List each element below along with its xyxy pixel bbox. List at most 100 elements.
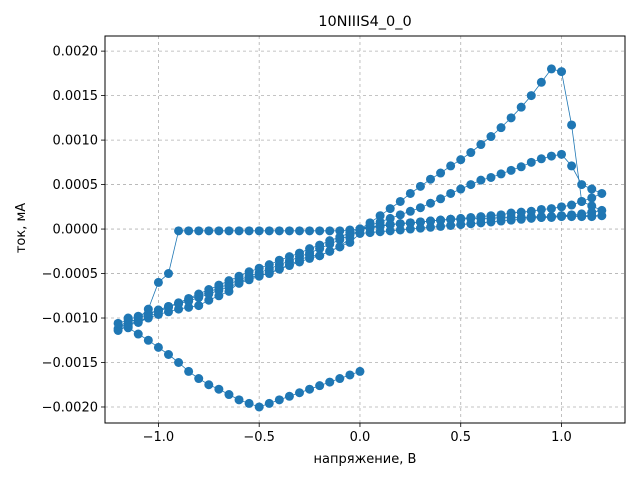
data-point <box>194 226 204 236</box>
data-point <box>143 335 153 345</box>
data-point <box>244 275 254 285</box>
data-point <box>335 374 345 384</box>
data-point <box>557 202 567 212</box>
data-point <box>355 366 365 376</box>
y-tick-label: 0.0015 <box>53 89 99 104</box>
data-point <box>184 226 194 236</box>
data-point <box>546 204 556 214</box>
data-point <box>526 206 536 216</box>
data-point <box>506 208 516 218</box>
data-point <box>224 226 234 236</box>
data-point <box>426 174 436 184</box>
data-point <box>486 217 496 227</box>
x-tick-label: 0.5 <box>450 430 471 445</box>
data-point <box>496 169 506 179</box>
data-point <box>153 342 163 352</box>
data-point <box>274 226 284 236</box>
data-point <box>254 226 264 236</box>
data-point <box>284 252 294 262</box>
data-point <box>264 260 274 270</box>
x-tick-label: −0.5 <box>243 430 275 445</box>
data-point <box>526 157 536 167</box>
data-point <box>486 132 496 142</box>
data-point <box>476 140 486 150</box>
data-point <box>123 315 133 325</box>
data-point <box>426 198 436 208</box>
y-tick-label: −0.0010 <box>42 312 98 327</box>
data-point <box>506 165 516 175</box>
data-point <box>204 226 214 236</box>
data-point <box>224 276 234 286</box>
data-point <box>466 180 476 190</box>
data-point <box>426 216 436 226</box>
data-point <box>577 209 587 219</box>
data-point <box>456 155 466 165</box>
data-point <box>133 329 143 339</box>
data-point <box>466 148 476 158</box>
data-point <box>153 277 163 287</box>
data-point <box>174 358 184 368</box>
data-point <box>224 282 234 292</box>
data-point <box>204 380 214 390</box>
data-point <box>577 180 587 190</box>
data-point <box>365 228 375 238</box>
data-point <box>294 248 304 258</box>
data-point <box>254 263 264 273</box>
data-point <box>577 196 587 206</box>
x-axis-label: напряжение, В <box>314 452 417 467</box>
data-point <box>405 206 415 216</box>
data-point <box>536 154 546 164</box>
data-point <box>557 149 567 159</box>
data-point <box>113 318 123 328</box>
data-point <box>325 226 335 236</box>
data-point <box>405 188 415 198</box>
data-point <box>294 388 304 398</box>
data-point <box>133 311 143 321</box>
data-point <box>305 226 315 236</box>
data-point <box>446 188 456 198</box>
y-tick-label: 0.0010 <box>53 134 99 149</box>
data-point <box>194 293 204 303</box>
data-point <box>466 212 476 222</box>
data-point <box>274 264 284 274</box>
grid <box>105 36 625 423</box>
data-point <box>335 226 345 236</box>
data-point <box>204 289 214 299</box>
data-point <box>385 220 395 230</box>
data-point <box>476 175 486 185</box>
data-point <box>345 370 355 380</box>
data-point <box>385 226 395 236</box>
y-tick-label: 0.0000 <box>53 223 99 238</box>
data-point <box>163 269 173 279</box>
data-point <box>375 227 385 237</box>
data-point <box>415 223 425 233</box>
data-point <box>506 113 516 123</box>
data-point <box>325 236 335 246</box>
data-point <box>587 201 597 211</box>
data-point <box>244 398 254 408</box>
data-point <box>194 301 204 311</box>
data-point <box>395 210 405 220</box>
data-point <box>516 102 526 112</box>
data-point <box>284 261 294 271</box>
data-points <box>113 64 607 412</box>
data-point <box>536 204 546 214</box>
data-point <box>526 91 536 101</box>
plot-frame <box>104 35 626 424</box>
data-point <box>476 212 486 222</box>
data-point <box>174 226 184 236</box>
data-point <box>415 181 425 191</box>
data-point <box>496 216 506 226</box>
data-point <box>436 215 446 225</box>
data-point <box>395 196 405 206</box>
data-point <box>436 221 446 231</box>
data-point <box>395 219 405 229</box>
data-point <box>113 325 123 335</box>
data-point <box>184 296 194 306</box>
data-point <box>587 184 597 194</box>
data-point <box>536 77 546 87</box>
y-axis-label: ток, мА <box>14 203 29 253</box>
data-point <box>184 302 194 312</box>
chart-title: 10NIIIS4_0_0 <box>318 14 412 30</box>
data-point <box>214 226 224 236</box>
